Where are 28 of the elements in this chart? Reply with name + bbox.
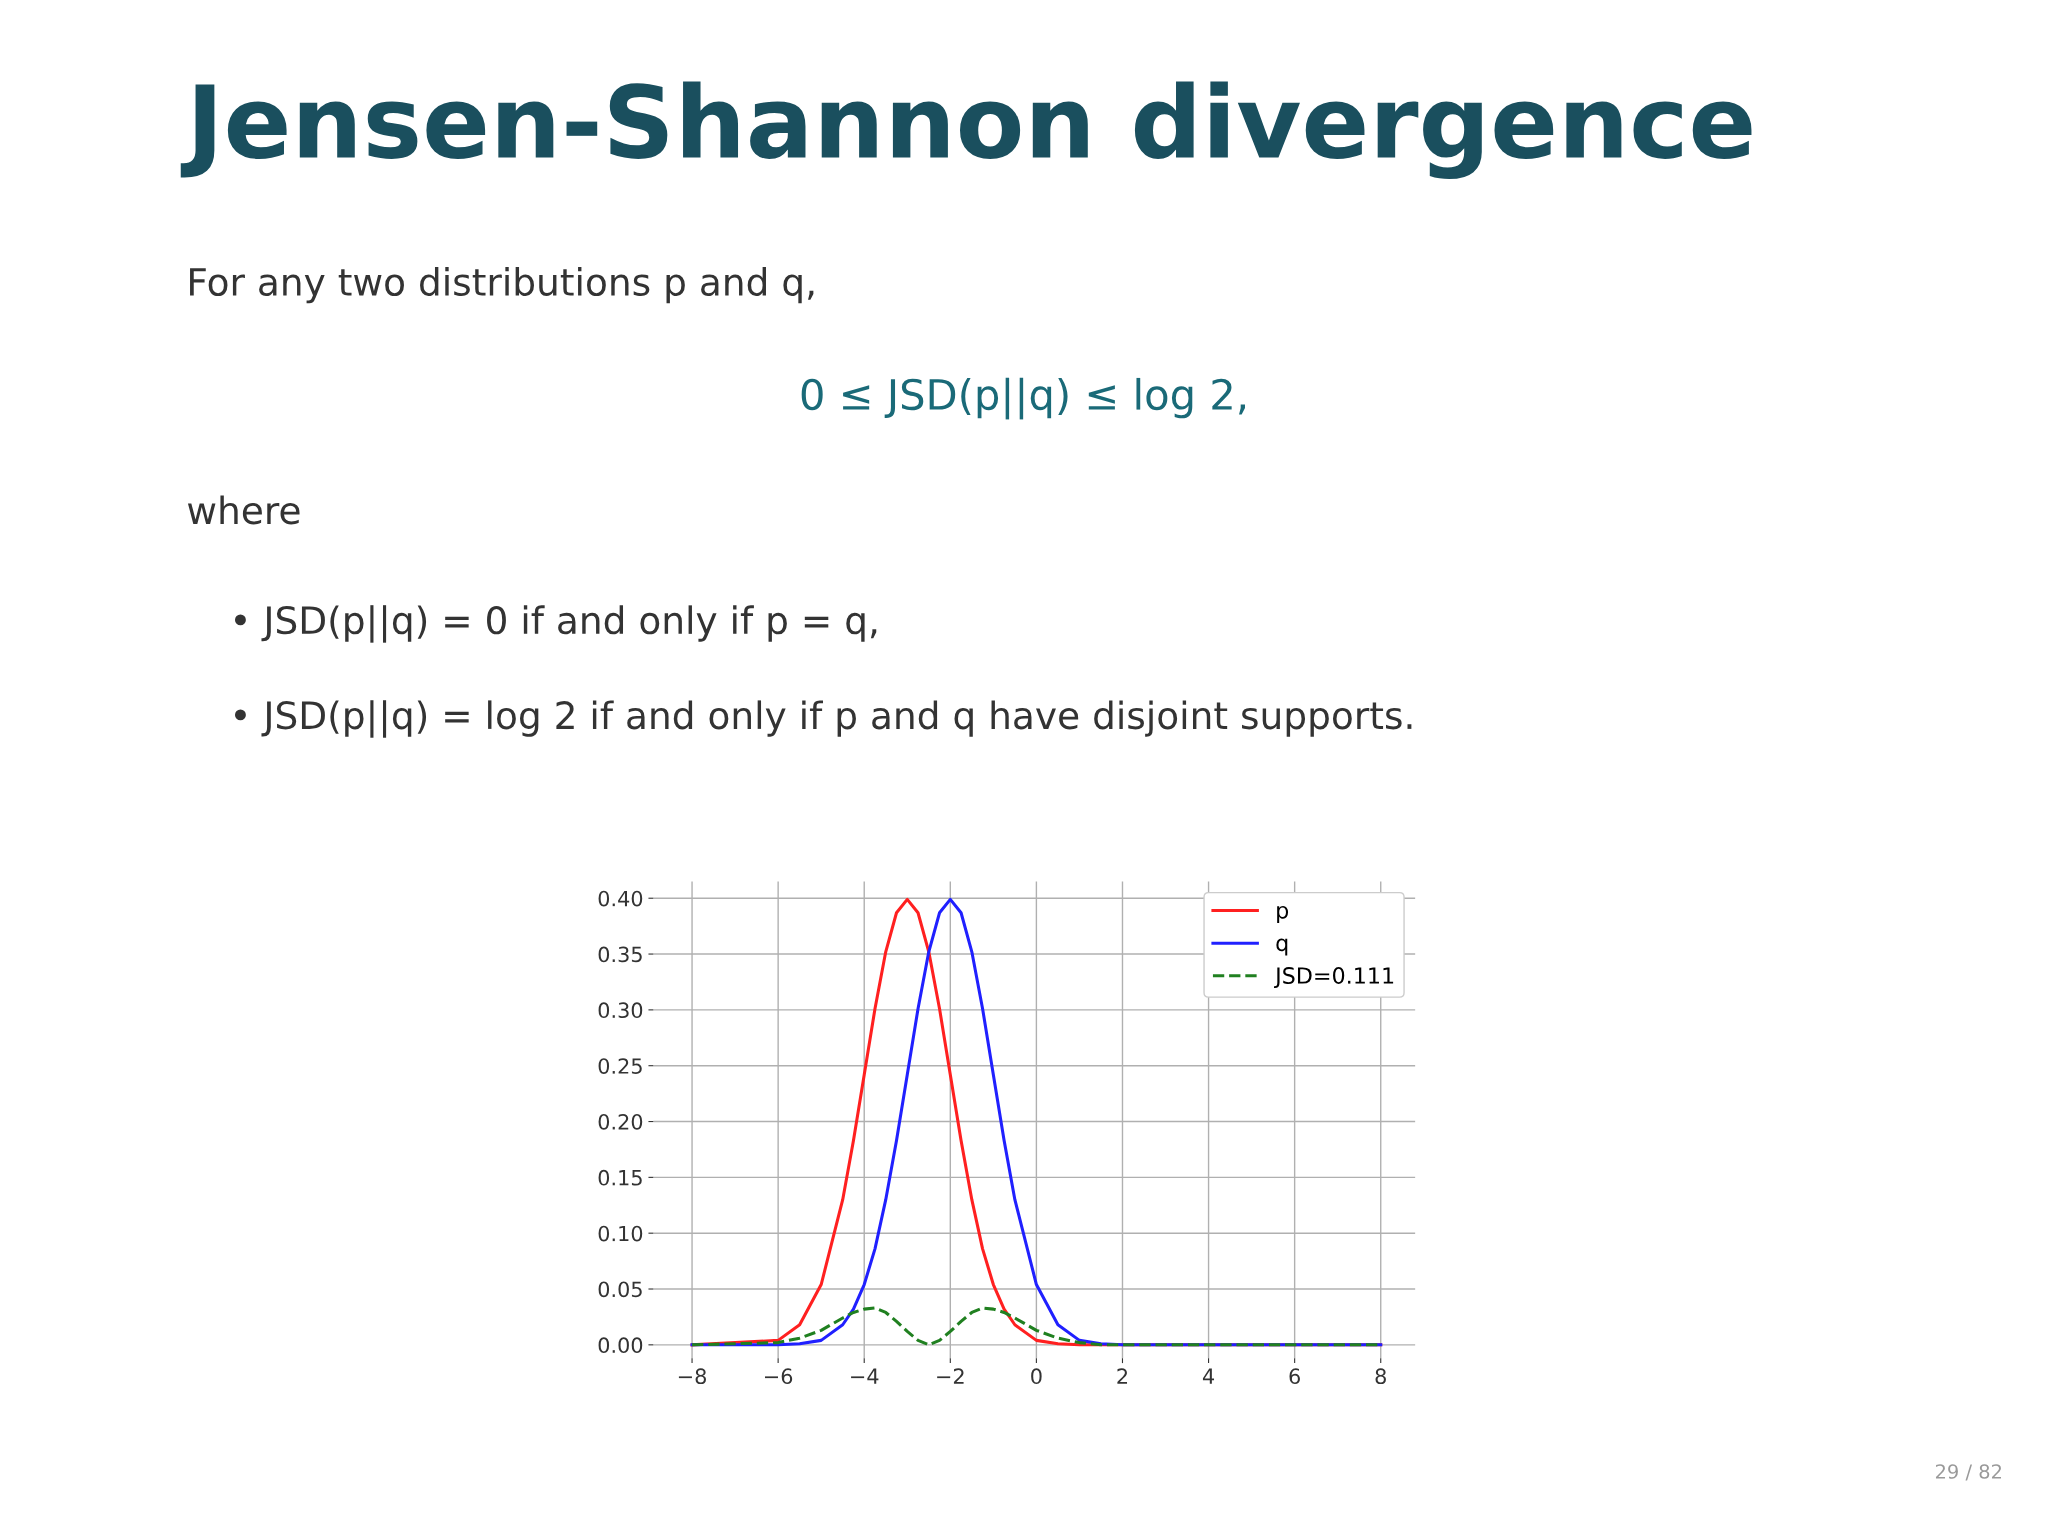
y-tick-label: 0.30 xyxy=(598,1002,643,1019)
y-tick-label: 0.00 xyxy=(598,1337,643,1354)
legend-label: p xyxy=(1277,905,1289,923)
x-tick-label: −6 xyxy=(764,1368,793,1385)
x-tick-label: 0 xyxy=(1031,1368,1042,1385)
x-tick-label: 6 xyxy=(1289,1368,1300,1385)
text: • JSD(p||q) = 0 if and only if p = q, xyxy=(235,605,877,643)
text: 29 / 82 xyxy=(1935,1464,2001,1481)
x-tick-label: 2 xyxy=(1117,1368,1128,1384)
y-tick-label: 0.35 xyxy=(598,946,642,963)
text: • JSD(p||q) = log 2 if and only if p and q have disjoint supports. xyxy=(235,700,1412,738)
y-tick-label: 0.20 xyxy=(598,1113,643,1130)
legend-label: JSD=0.111 xyxy=(1274,967,1394,989)
text: For any two distributions p and q, xyxy=(190,266,814,304)
text: where xyxy=(187,495,300,525)
y-tick-label: 0.05 xyxy=(598,1281,642,1298)
x-tick-label: 4 xyxy=(1202,1368,1215,1384)
y-tick-label: 0.10 xyxy=(598,1225,643,1242)
x-tick-label: 8 xyxy=(1375,1368,1386,1385)
text: 0 ≤ JSD(p||q) ≤ log 2, xyxy=(801,377,1245,420)
y-tick-label: 0.40 xyxy=(598,890,643,907)
chart-title: Jensen-Shannon divergence xyxy=(180,81,1752,180)
y-tick-label: 0.25 xyxy=(598,1058,642,1074)
x-tick-label: −4 xyxy=(851,1368,879,1384)
y-tick-label: 0.15 xyxy=(598,1169,642,1186)
legend-label: q xyxy=(1276,938,1288,956)
x-tick-label: −8 xyxy=(678,1368,706,1385)
x-tick-label: −2 xyxy=(937,1368,964,1384)
